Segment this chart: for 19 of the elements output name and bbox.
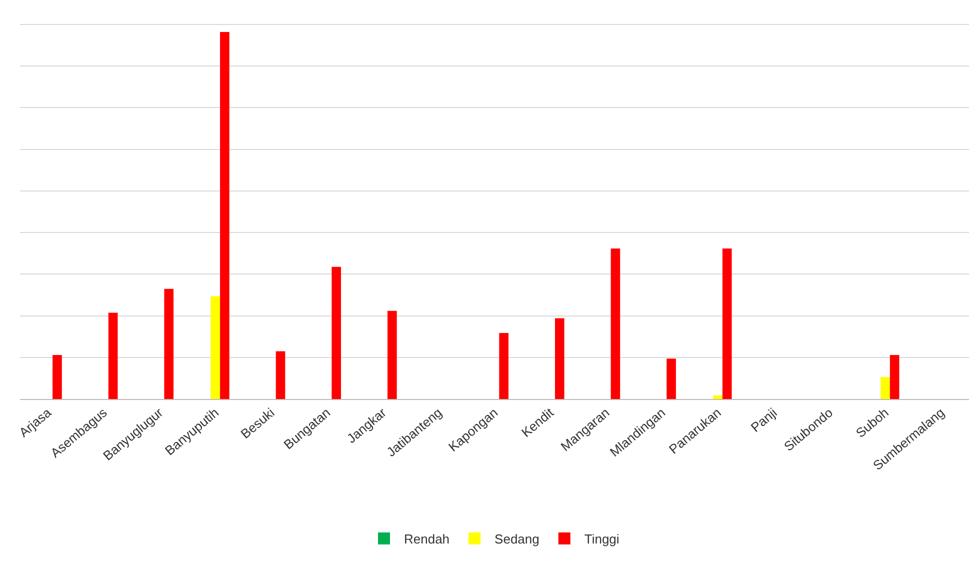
bar — [722, 248, 732, 399]
bar — [666, 358, 676, 399]
bar — [108, 312, 118, 399]
bar — [52, 354, 62, 399]
bar — [388, 310, 397, 399]
bar — [164, 288, 174, 399]
legend-label: Sedang — [494, 532, 540, 546]
bar — [880, 376, 890, 399]
bar — [210, 296, 220, 399]
bar — [499, 332, 508, 399]
bar — [332, 266, 341, 399]
bar — [220, 32, 230, 399]
bar — [276, 351, 286, 399]
legend-label: Tinggi — [584, 532, 620, 546]
legend-label: Rendah — [404, 532, 450, 546]
bar — [554, 318, 564, 399]
bar — [610, 248, 620, 399]
bar — [713, 395, 722, 399]
bar — [890, 354, 900, 399]
